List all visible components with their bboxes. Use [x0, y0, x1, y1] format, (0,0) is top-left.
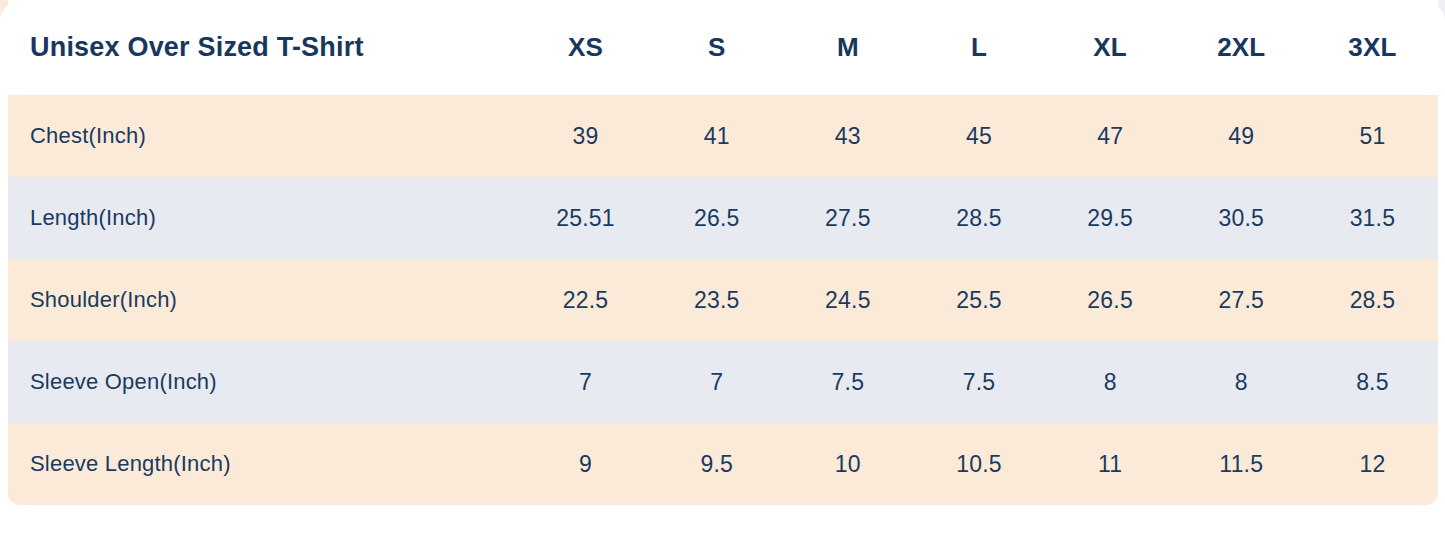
table-row-chest: Chest(Inch) 39 41 43 45 47 49 51 [8, 95, 1438, 177]
row-label-chest: Chest(Inch) [8, 123, 520, 149]
row-label-sleeve-open: Sleeve Open(Inch) [8, 369, 520, 395]
table-cell-shoulder-m: 24.5 [782, 287, 913, 314]
table-cell-sleeve-length-m: 10 [782, 451, 913, 478]
column-header-s: S [651, 32, 782, 63]
row-label-length: Length(Inch) [8, 205, 520, 231]
table-cell-shoulder-xs: 22.5 [520, 287, 651, 314]
table-cell-shoulder-l: 25.5 [913, 287, 1044, 314]
column-header-xs: XS [520, 32, 651, 63]
table-cell-sleeve-open-xl: 8 [1045, 369, 1176, 396]
table-cell-sleeve-length-xs: 9 [520, 451, 651, 478]
table-cell-chest-3xl: 51 [1307, 123, 1438, 150]
table-cell-sleeve-length-xl: 11 [1045, 451, 1176, 478]
table-cell-length-s: 26.5 [651, 205, 782, 232]
size-chart-table: Unisex Over Sized T-Shirt XS S M L XL 2X… [8, 0, 1438, 505]
table-cell-chest-xl: 47 [1045, 123, 1176, 150]
table-cell-shoulder-s: 23.5 [651, 287, 782, 314]
table-cell-sleeve-open-3xl: 8.5 [1307, 369, 1438, 396]
table-cell-length-l: 28.5 [913, 205, 1044, 232]
table-cell-length-3xl: 31.5 [1307, 205, 1438, 232]
table-cell-chest-xs: 39 [520, 123, 651, 150]
table-cell-sleeve-open-m: 7.5 [782, 369, 913, 396]
row-label-shoulder: Shoulder(Inch) [8, 287, 520, 313]
table-cell-length-xs: 25.51 [520, 205, 651, 232]
table-cell-shoulder-xl: 26.5 [1045, 287, 1176, 314]
table-cell-chest-l: 45 [913, 123, 1044, 150]
column-header-2xl: 2XL [1176, 32, 1307, 63]
table-cell-sleeve-length-2xl: 11.5 [1176, 451, 1307, 478]
table-cell-sleeve-length-s: 9.5 [651, 451, 782, 478]
table-cell-sleeve-open-s: 7 [651, 369, 782, 396]
table-cell-length-m: 27.5 [782, 205, 913, 232]
table-title: Unisex Over Sized T-Shirt [8, 32, 520, 63]
table-row-length: Length(Inch) 25.51 26.5 27.5 28.5 29.5 3… [8, 177, 1438, 259]
table-cell-shoulder-3xl: 28.5 [1307, 287, 1438, 314]
column-header-3xl: 3XL [1307, 32, 1438, 63]
size-chart-page: Unisex Over Sized T-Shirt XS S M L XL 2X… [0, 0, 1445, 549]
table-row-sleeve-length: Sleeve Length(Inch) 9 9.5 10 10.5 11 11.… [8, 423, 1438, 505]
column-header-m: M [782, 32, 913, 63]
table-row-sleeve-open: Sleeve Open(Inch) 7 7 7.5 7.5 8 8 8.5 [8, 341, 1438, 423]
table-cell-sleeve-open-l: 7.5 [913, 369, 1044, 396]
table-cell-length-2xl: 30.5 [1176, 205, 1307, 232]
table-cell-shoulder-2xl: 27.5 [1176, 287, 1307, 314]
row-label-sleeve-length: Sleeve Length(Inch) [8, 451, 520, 477]
table-cell-chest-m: 43 [782, 123, 913, 150]
table-cell-sleeve-open-2xl: 8 [1176, 369, 1307, 396]
column-header-xl: XL [1045, 32, 1176, 63]
table-cell-sleeve-open-xs: 7 [520, 369, 651, 396]
column-header-l: L [913, 32, 1044, 63]
table-cell-chest-2xl: 49 [1176, 123, 1307, 150]
table-cell-sleeve-length-3xl: 12 [1307, 451, 1438, 478]
table-cell-sleeve-length-l: 10.5 [913, 451, 1044, 478]
table-cell-chest-s: 41 [651, 123, 782, 150]
table-header-row: Unisex Over Sized T-Shirt XS S M L XL 2X… [8, 0, 1438, 95]
table-cell-length-xl: 29.5 [1045, 205, 1176, 232]
table-row-shoulder: Shoulder(Inch) 22.5 23.5 24.5 25.5 26.5 … [8, 259, 1438, 341]
